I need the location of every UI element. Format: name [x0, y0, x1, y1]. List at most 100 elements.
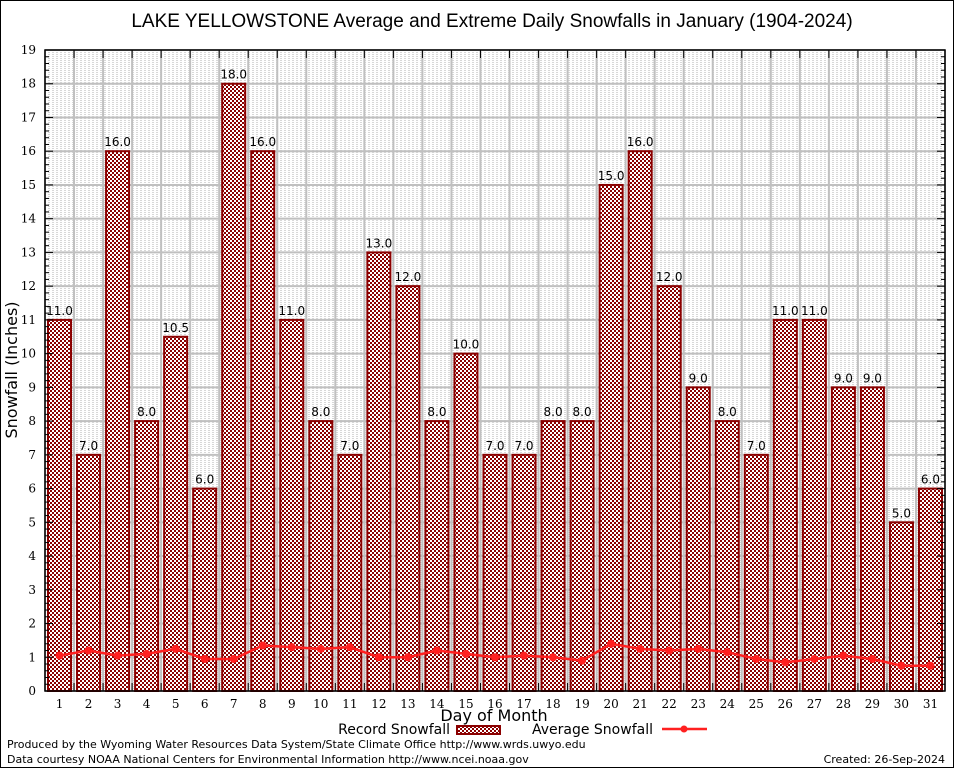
average-point-day-22 — [665, 646, 674, 655]
average-point-day-29 — [868, 654, 877, 663]
y-tick-label: 11 — [21, 313, 36, 327]
bar-record-day-26 — [772, 318, 798, 692]
y-tick-label: 1 — [28, 650, 36, 664]
bar-label-day-9: 11.0 — [278, 304, 305, 318]
average-point-day-6 — [200, 654, 209, 663]
bar-record-day-15 — [453, 352, 479, 692]
bar-record-day-21 — [627, 150, 653, 693]
legend-record-label: Record Snowfall — [338, 722, 450, 738]
plot-border — [44, 49, 946, 692]
bar-label-day-23: 9.0 — [689, 371, 708, 385]
x-axis-label: Day of Month — [440, 706, 547, 725]
y-tick-label: 8 — [28, 414, 36, 428]
y-tick-label: 2 — [28, 617, 36, 631]
bar-label-day-11: 7.0 — [340, 439, 359, 453]
y-tick-label: 12 — [21, 279, 36, 293]
bar-record-day-18 — [540, 420, 566, 692]
x-tick-label: 16 — [487, 697, 502, 711]
x-tick-label: 23 — [691, 697, 706, 711]
average-point-day-7 — [229, 654, 238, 663]
average-point-day-5 — [171, 644, 180, 653]
y-tick-label: 18 — [21, 77, 36, 91]
average-point-day-19 — [578, 656, 587, 665]
average-point-day-8 — [258, 641, 267, 650]
bar-label-day-31: 6.0 — [921, 473, 940, 487]
x-tick-label: 30 — [894, 697, 909, 711]
y-tick-label: 6 — [28, 482, 36, 496]
bar-label-day-15: 10.0 — [453, 338, 480, 352]
average-point-day-24 — [723, 648, 732, 657]
x-tick-label: 13 — [400, 697, 415, 711]
x-tick-label: 3 — [114, 697, 122, 711]
y-tick-label: 4 — [28, 549, 36, 563]
y-tick-label: 15 — [21, 178, 36, 192]
y-tick-label: 0 — [28, 684, 36, 698]
average-point-day-20 — [607, 639, 616, 648]
bar-record-day-1 — [47, 318, 73, 692]
average-point-day-15 — [461, 649, 470, 658]
y-tick-label: 5 — [28, 515, 36, 529]
x-tick-label: 20 — [603, 697, 618, 711]
average-point-day-16 — [491, 653, 499, 662]
average-point-day-9 — [287, 643, 296, 652]
x-tick-label: 31 — [923, 697, 938, 711]
bar-label-day-12: 13.0 — [366, 236, 393, 250]
y-tick-label: 14 — [21, 212, 37, 226]
y-tick-label: 16 — [21, 144, 36, 158]
x-tick-label: 19 — [574, 697, 589, 711]
footer-created: Created: 26-Sep-2024 — [824, 753, 945, 766]
chart-title: LAKE YELLOWSTONE Average and Extreme Dai… — [131, 11, 852, 32]
bar-label-day-10: 8.0 — [311, 405, 330, 419]
bar-label-day-8: 16.0 — [249, 135, 276, 149]
average-point-day-30 — [897, 661, 906, 670]
x-tick-label: 17 — [516, 697, 531, 711]
x-tick-label: 9 — [288, 697, 296, 711]
average-point-day-31 — [926, 661, 935, 670]
legend-record-swatch — [456, 725, 501, 735]
average-point-day-25 — [752, 654, 761, 663]
bar-record-day-13 — [395, 285, 421, 692]
bar-record-day-9 — [279, 318, 305, 692]
x-tick-label: 11 — [342, 697, 357, 711]
bar-label-day-19: 8.0 — [573, 405, 592, 419]
y-tick-label: 13 — [21, 245, 36, 259]
legend-average-label: Average Snowfall — [532, 722, 653, 738]
bar-label-day-7: 18.0 — [220, 68, 247, 82]
bar-record-day-29 — [859, 386, 885, 692]
x-tick-label: 1 — [56, 697, 64, 711]
x-tick-label: 18 — [545, 697, 560, 711]
bar-label-day-26: 11.0 — [772, 304, 799, 318]
bar-label-day-30: 5.0 — [892, 506, 911, 520]
legend-average-marker — [680, 725, 688, 733]
x-tick-label: 14 — [429, 697, 445, 711]
bar-label-day-22: 12.0 — [656, 270, 683, 284]
average-point-day-14 — [432, 646, 441, 655]
bar-record-day-8 — [250, 150, 276, 693]
bar-record-day-20 — [598, 183, 624, 693]
x-tick-label: 15 — [458, 697, 473, 711]
bar-label-day-29: 9.0 — [863, 371, 882, 385]
y-tick-label: 10 — [21, 347, 36, 361]
bar-record-day-28 — [830, 386, 856, 692]
bar-label-day-1: 11.0 — [46, 304, 73, 318]
x-tick-label: 24 — [720, 697, 736, 711]
average-point-day-11 — [345, 643, 354, 652]
average-point-day-2 — [84, 646, 93, 655]
bar-label-day-6: 6.0 — [195, 473, 214, 487]
bar-record-day-22 — [656, 285, 682, 692]
bar-label-day-27: 11.0 — [801, 304, 828, 318]
bar-label-day-28: 9.0 — [834, 371, 853, 385]
bar-label-day-2: 7.0 — [79, 439, 98, 453]
bar-record-day-12 — [366, 251, 392, 692]
bar-label-day-21: 16.0 — [627, 135, 654, 149]
bar-record-day-2 — [76, 453, 102, 692]
x-tick-label: 4 — [143, 697, 151, 711]
average-point-day-26 — [781, 658, 790, 667]
average-point-day-18 — [549, 653, 558, 662]
average-point-day-27 — [810, 654, 819, 663]
bar-label-day-5: 10.5 — [162, 321, 189, 335]
footer-data-courtesy: Data courtesy NOAA National Centers for … — [7, 753, 529, 766]
bar-label-day-14: 8.0 — [427, 405, 446, 419]
bar-record-day-3 — [105, 150, 131, 693]
